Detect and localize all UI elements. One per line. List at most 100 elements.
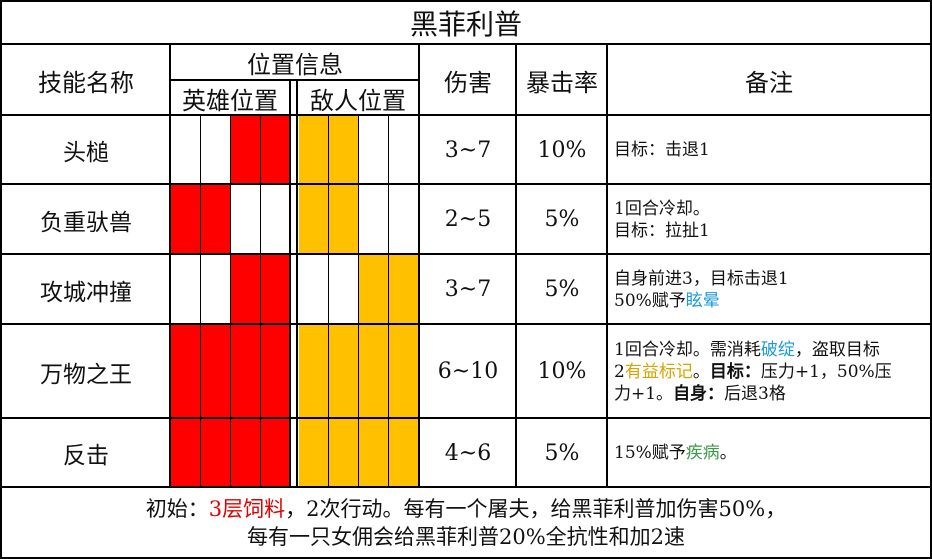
grid-line-h xyxy=(0,0,932,2)
hero-position-cell xyxy=(201,116,231,184)
footer-line-2: 每有一只女佣会给黑菲利普20%全抗性和加2速 xyxy=(246,525,686,549)
enemy-position-cell xyxy=(329,185,359,254)
crit-rate-value: 5% xyxy=(544,277,580,302)
hero-position-cell xyxy=(231,185,261,254)
header-skill-name: 技能名称 xyxy=(38,68,134,97)
footer-note: 初始：3层饲料，2次行动。每有一个屠夫，给黑菲利普加伤害50%， 每有一只女佣会… xyxy=(0,488,932,558)
note-line: 1回合冷却。 xyxy=(614,198,930,220)
grid-line-v xyxy=(169,43,171,487)
hero-position-cell xyxy=(201,325,231,418)
note-line: 自身前进3，目标击退1 xyxy=(614,268,930,290)
crit-rate-value: 10% xyxy=(537,137,587,163)
skill-name: 头槌 xyxy=(63,140,109,166)
text-segment: 力+1。 xyxy=(614,383,674,404)
crit-rate-value: 5% xyxy=(544,440,580,466)
skill-note: 1回合冷却。需消耗破绽，盗取目标 2有益标记。目标：压力+1，50%压 力+1。自身… xyxy=(608,325,930,418)
enemy-position-cell xyxy=(329,325,359,418)
note-line: 50%赋予眩晕 xyxy=(614,290,930,312)
hero-position-cell xyxy=(171,255,201,324)
note-line: 2有益标记。目标：压力+1，50%压 xyxy=(614,361,930,383)
crit-rate-value: 10% xyxy=(537,359,587,384)
hero-position-cell xyxy=(231,116,261,184)
note-line: 力+1。自身：后退3格 xyxy=(614,383,930,405)
enemy-position-cell xyxy=(299,255,329,324)
hero-position-cell xyxy=(261,116,291,184)
enemy-position-cell xyxy=(299,325,329,418)
text-segment: 自身： xyxy=(673,383,725,404)
enemy-position-cell xyxy=(329,116,359,184)
text-segment: 1回合冷却。 xyxy=(614,198,710,219)
grid-line-v xyxy=(289,79,291,487)
note-line: 目标：拉扯1 xyxy=(614,220,930,242)
text-segment: 3层饲料 xyxy=(208,497,286,521)
grid-line-h xyxy=(0,183,932,185)
text-segment: 15%赋予 xyxy=(614,443,686,463)
damage-value: 2~5 xyxy=(444,207,492,232)
enemy-position-cell xyxy=(359,185,389,254)
header-hero-position: 英雄位置 xyxy=(182,86,278,115)
enemy-position-cell xyxy=(299,116,329,184)
skill-note: 15%赋予疾病。 xyxy=(608,419,930,487)
enemy-position-cell xyxy=(389,185,419,254)
text-segment: 。 xyxy=(692,361,710,382)
page-title: 黑菲利普 xyxy=(409,8,522,41)
damage-value: 4~6 xyxy=(444,440,492,466)
damage-value: 3~7 xyxy=(444,277,492,302)
text-segment: 目标：拉扯1 xyxy=(614,220,710,241)
grid-line-h xyxy=(0,486,932,488)
note-line: 目标：击退1 xyxy=(614,139,930,161)
enemy-position-cell xyxy=(359,419,389,487)
enemy-position-cell xyxy=(389,255,419,324)
enemy-position-cell xyxy=(389,116,419,184)
hero-position-cell xyxy=(261,185,291,254)
skill-note: 目标：击退1 xyxy=(608,116,930,184)
note-line: 15%赋予疾病。 xyxy=(614,442,930,464)
grid-line-h xyxy=(0,323,932,325)
crit-rate-value: 5% xyxy=(544,207,580,232)
hero-position-cell xyxy=(201,185,231,254)
grid-line-v xyxy=(930,0,932,559)
grid-line-v xyxy=(296,79,298,487)
text-segment: 眩晕 xyxy=(685,290,720,311)
hero-position-cell xyxy=(201,419,231,487)
grid-line-v xyxy=(0,0,2,559)
hero-position-cell xyxy=(231,325,261,418)
header-crit-rate: 暴击率 xyxy=(526,68,598,97)
damage-value: 6~10 xyxy=(437,359,499,384)
hero-position-cell xyxy=(171,325,201,418)
footer-line-1: 初始：3层饲料，2次行动。每有一个屠夫，给黑菲利普加伤害50%， xyxy=(146,495,786,523)
text-segment: 破绽 xyxy=(760,339,795,360)
text-segment: 目标： xyxy=(709,361,761,382)
header-position-info: 位置信息 xyxy=(247,51,343,79)
text-segment: 有益标记 xyxy=(624,361,693,382)
header-enemy-position: 敌人位置 xyxy=(310,86,406,115)
enemy-position-cell xyxy=(299,419,329,487)
hero-position-cell xyxy=(171,116,201,184)
grid-line-h xyxy=(0,417,932,419)
hero-position-cell xyxy=(261,325,291,418)
text-segment: ，盗取目标 xyxy=(794,339,880,360)
hero-position-cell xyxy=(201,255,231,324)
enemy-position-cell xyxy=(389,325,419,418)
enemy-position-cell xyxy=(299,185,329,254)
enemy-position-cell xyxy=(389,419,419,487)
enemy-position-cell xyxy=(329,419,359,487)
grid-line-v xyxy=(606,43,608,487)
text-segment: 自身前进3，目标击退1 xyxy=(614,268,789,289)
note-line: 1回合冷却。需消耗破绽，盗取目标 xyxy=(614,339,930,361)
hero-position-cell xyxy=(231,255,261,324)
hero-position-cell xyxy=(171,419,201,487)
grid-line-h xyxy=(0,114,932,116)
enemy-position-cell xyxy=(329,255,359,324)
hero-position-cell xyxy=(231,419,261,487)
grid-line-h xyxy=(0,43,932,45)
text-segment: 疾病 xyxy=(685,443,720,463)
text-segment: 目标：击退1 xyxy=(614,140,710,160)
text-segment: ，2次行动。每有一个屠夫，给黑菲利普加伤害50%， xyxy=(285,497,787,521)
hero-position-cell xyxy=(171,185,201,254)
grid-line-v xyxy=(418,43,420,487)
text-segment: 后退3格 xyxy=(724,383,786,404)
grid-line-h xyxy=(0,557,932,559)
text-segment: 2 xyxy=(614,361,625,382)
skill-note: 自身前进3，目标击退1 50%赋予眩晕 xyxy=(608,255,930,324)
